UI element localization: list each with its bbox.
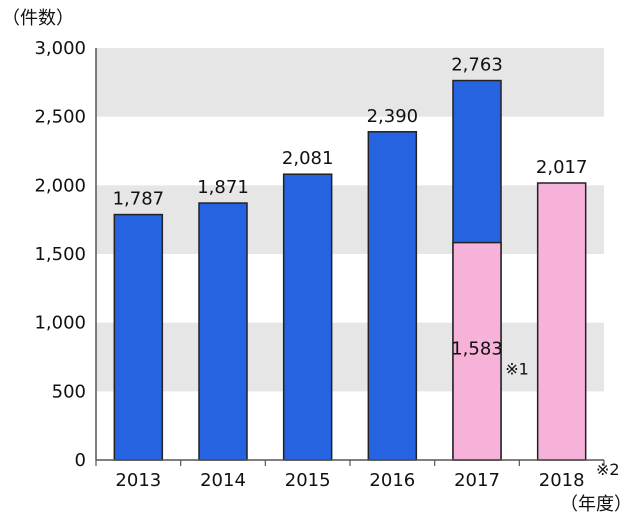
- grid-band: [96, 185, 604, 254]
- value-label: 2,081: [282, 148, 334, 169]
- y-unit-label: （件数）: [2, 8, 74, 29]
- bar-2018: [536, 182, 587, 461]
- x-tick-label: 2017: [454, 470, 500, 491]
- value-label: 2,390: [367, 106, 419, 127]
- value-label: 2,017: [536, 157, 588, 178]
- y-tick-label: 1,000: [34, 313, 86, 334]
- axes: [95, 48, 605, 466]
- inner-note-label: ※1: [505, 360, 529, 379]
- y-tick-label: 2,500: [34, 107, 86, 128]
- value-label: 1,787: [113, 189, 165, 210]
- grid-band: [96, 322, 604, 392]
- y-tick-label: 0: [75, 450, 86, 471]
- grid-band: [96, 48, 604, 117]
- bar-2015: [282, 173, 333, 461]
- bar-inner-2017: [452, 241, 502, 461]
- x-tick-label: 2014: [200, 470, 246, 491]
- x-note-2: ※2: [596, 460, 620, 479]
- labels: 0 500 1,000 1,500 2,000 2,500 3,000 1,787 2013 1,…: [34, 38, 587, 491]
- x-tick-label: 2016: [369, 470, 415, 491]
- bars: [113, 79, 587, 461]
- x-tick-label: 2018: [539, 470, 585, 491]
- y-tick-label: 500: [52, 381, 86, 402]
- bar-2016: [367, 131, 418, 461]
- x-unit-label: （年度）: [560, 494, 632, 515]
- grid-bands: [96, 48, 604, 392]
- x-tick-label: 2013: [115, 470, 161, 491]
- y-tick-label: 3,000: [34, 38, 86, 59]
- x-tick-label: 2015: [285, 470, 331, 491]
- y-tick-label: 2,000: [34, 175, 86, 196]
- bar-2014: [198, 202, 248, 461]
- y-tick-label: 1,500: [34, 244, 86, 265]
- inner-value-label: 1,583: [451, 339, 503, 360]
- value-label: 2,763: [451, 55, 503, 76]
- bar-2013: [113, 213, 164, 461]
- value-label: 1,871: [197, 177, 249, 198]
